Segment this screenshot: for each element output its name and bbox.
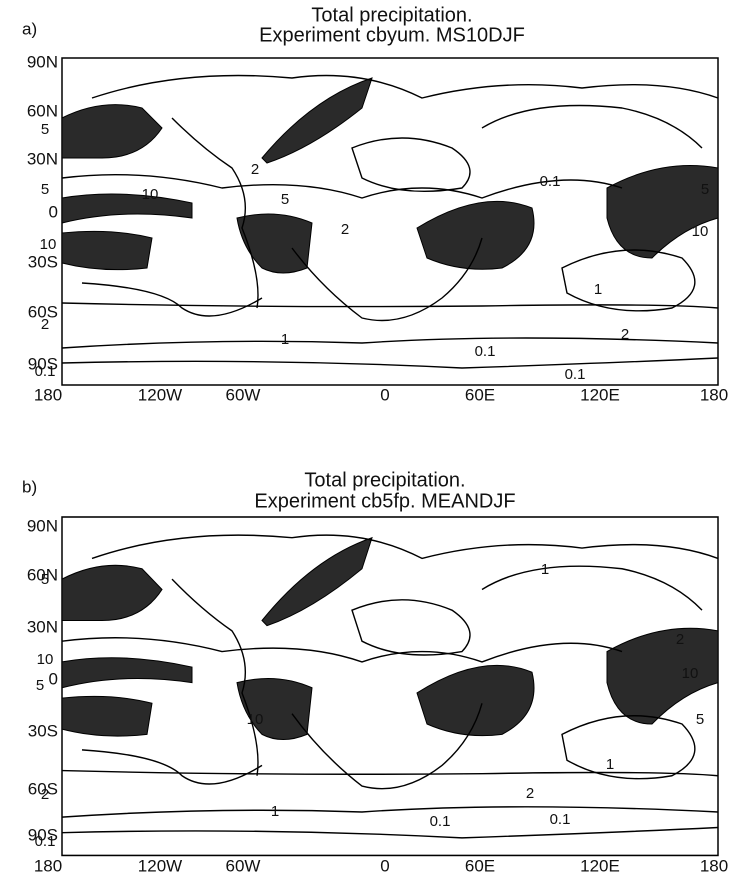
panel-label: b)	[22, 477, 37, 496]
contour-label: 1	[271, 803, 279, 820]
y-tick-label: 0	[49, 669, 58, 688]
contour-label: 1	[594, 281, 602, 298]
contour-label: 5	[701, 181, 709, 198]
contour-label: 5	[36, 677, 44, 694]
y-tick-label: 60S	[28, 302, 58, 321]
contour-label: 10	[40, 236, 57, 253]
x-tick-label: 120W	[138, 385, 182, 404]
y-tick-label: 90N	[27, 52, 58, 71]
contour-label: 5	[41, 571, 49, 588]
x-tick-label: 120E	[580, 385, 620, 404]
contour-label: 0.1	[430, 813, 451, 830]
x-tick-label: 180	[700, 856, 728, 875]
y-tick-label: 60N	[27, 565, 58, 584]
contour-label: 2	[621, 326, 629, 343]
contour-label: 0.1	[35, 833, 56, 850]
panel-title: Total precipitation.	[304, 469, 465, 491]
contour-label: 10	[682, 665, 699, 682]
contour-label: 0.1	[550, 811, 571, 828]
contour-label: 1	[606, 756, 614, 773]
y-tick-label: 30N	[27, 617, 58, 636]
contour-label: 5	[281, 191, 289, 208]
x-tick-label: 120W	[138, 856, 182, 875]
map	[61, 516, 719, 857]
contour-label: 2	[41, 316, 49, 333]
y-tick-label: 60N	[27, 101, 58, 120]
x-tick-label: 60E	[465, 856, 495, 875]
panel-title: Total precipitation.	[311, 4, 472, 26]
contour-label: 5	[41, 181, 49, 198]
y-tick-label: 90S	[28, 825, 58, 844]
contour-label: 2	[341, 221, 349, 238]
contour-label: 10	[692, 223, 709, 240]
contour-label: 0.1	[540, 173, 561, 190]
panel-subtitle: Experiment cbyum. MS10DJF	[259, 24, 525, 46]
y-tick-label: 90S	[28, 354, 58, 373]
contour-label: 0.1	[565, 366, 586, 383]
x-tick-label: 60E	[465, 385, 495, 404]
contour-label: 2	[676, 631, 684, 648]
panel-label: a)	[22, 19, 37, 38]
contour-label: 0.1	[35, 363, 56, 380]
y-tick-label: 90N	[27, 516, 58, 535]
contour-label: 5	[696, 711, 704, 728]
x-tick-label: 60W	[226, 856, 261, 875]
contour-label: 2	[526, 785, 534, 802]
contour-label: 10	[142, 186, 159, 203]
x-tick-label: 0	[380, 856, 389, 875]
x-tick-label: 120E	[580, 856, 620, 875]
x-tick-label: 180	[34, 385, 62, 404]
panel-subtitle: Experiment cb5fp. MEANDJF	[254, 490, 515, 512]
y-tick-label: 30N	[27, 149, 58, 168]
x-tick-label: 180	[700, 385, 728, 404]
y-tick-label: 30S	[28, 252, 58, 271]
contour-label: 10	[37, 651, 54, 668]
contour-label: 1	[541, 561, 549, 578]
x-tick-label: 60W	[226, 385, 261, 404]
y-tick-label: 60S	[28, 779, 58, 798]
contour-label: 2	[251, 161, 259, 178]
contour-label: 2	[41, 786, 49, 803]
x-tick-label: 0	[380, 385, 389, 404]
contour-label: 10	[247, 711, 264, 728]
contour-label: 5	[41, 121, 49, 138]
y-tick-label: 30S	[28, 721, 58, 740]
contour-label: 1	[281, 331, 289, 348]
x-tick-label: 180	[34, 856, 62, 875]
y-tick-label: 0	[49, 202, 58, 221]
contour-label: 0.1	[475, 343, 496, 360]
map	[61, 57, 719, 386]
